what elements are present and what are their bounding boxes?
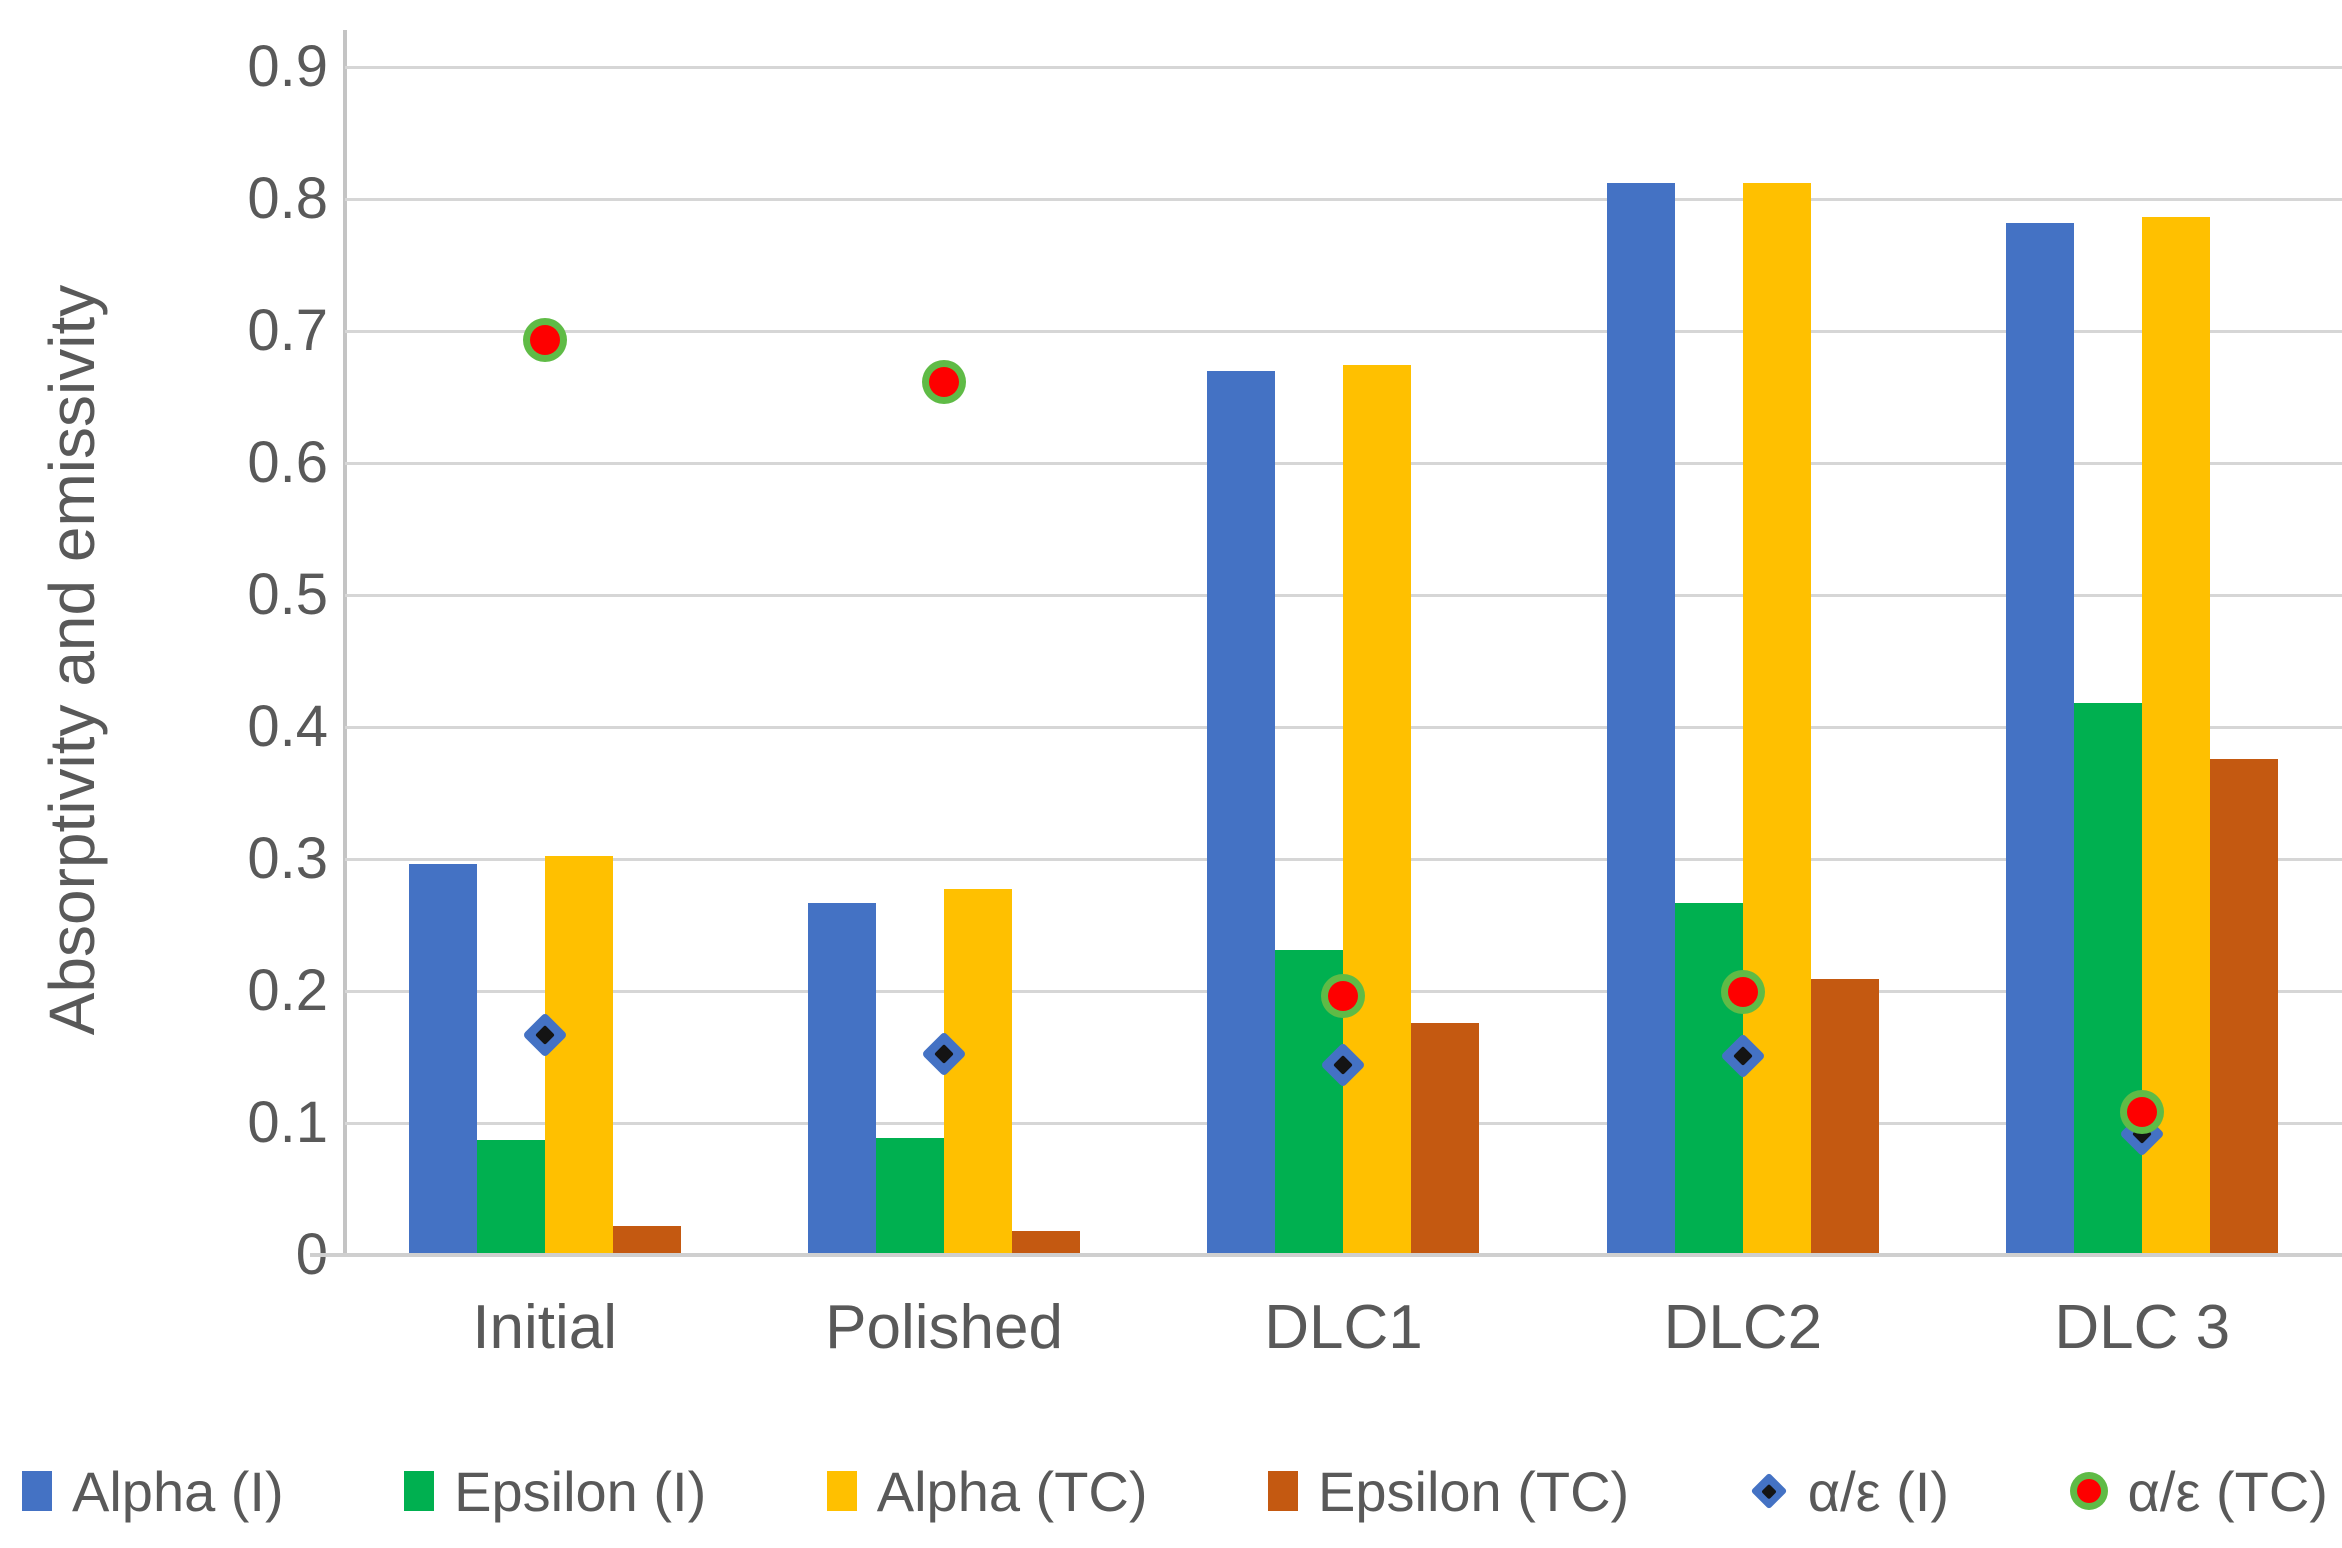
legend-square-swatch (826, 1471, 857, 1511)
legend-label: α/ε (TC) (2127, 1459, 2328, 1523)
y-tick-label: 0.9 (247, 34, 328, 99)
bar-epsilon-i- (876, 1137, 945, 1255)
alpha-eps-tc-marker (1720, 970, 1765, 1015)
x-category-label: DLC2 (1663, 1293, 1823, 1362)
x-category-label: Polished (825, 1293, 1063, 1362)
bar-group-dlc2 (1543, 30, 1942, 1255)
legend-item-epsilon-i-: Epsilon (I) (404, 1459, 706, 1524)
bar-group-dlc-3 (1943, 30, 2342, 1255)
legend-item-alpha-tc-: Alpha (TC) (826, 1459, 1148, 1524)
marker-core (2076, 1479, 2101, 1503)
y-tick-label: 0.7 (247, 298, 328, 363)
bar-epsilon-tc- (612, 1225, 681, 1255)
gridline (345, 197, 2342, 201)
bar-epsilon-tc- (2210, 758, 2279, 1255)
x-category-label: DLC 3 (2054, 1293, 2231, 1362)
legend-item-epsilon-tc-: Epsilon (TC) (1268, 1459, 1629, 1524)
legend-item-alpha-i-: Alpha (I) (22, 1459, 284, 1524)
legend-square-swatch (1268, 1471, 1299, 1511)
bar-group-polished (744, 30, 1143, 1255)
legend-label: Alpha (TC) (876, 1459, 1148, 1523)
y-tick-label: 0.8 (247, 166, 328, 231)
bar-alpha-i- (1606, 183, 1675, 1255)
y-axis-line (343, 30, 347, 1255)
bar-alpha-tc- (2142, 217, 2211, 1255)
alpha-eps-tc-marker (522, 318, 567, 363)
legend-item--i-: α/ε (I) (1750, 1459, 1949, 1524)
legend-label: Epsilon (I) (454, 1459, 707, 1523)
bar-epsilon-tc- (1810, 979, 1879, 1255)
y-tick-label: 0.1 (247, 1090, 328, 1155)
legend-item--tc-: α/ε (TC) (2069, 1459, 2328, 1524)
legend-circle-icon (2069, 1472, 2108, 1510)
y-axis-title: Absorptivity and emissivity (36, 284, 108, 1036)
alpha-eps-tc-marker (2120, 1090, 2165, 1135)
marker-core (534, 1024, 555, 1045)
x-category-label: Initial (472, 1293, 618, 1362)
x-axis-baseline (310, 1253, 2342, 1257)
bar-alpha-tc- (1343, 365, 1412, 1255)
marker-core (1760, 1483, 1777, 1499)
x-category-label: DLC1 (1264, 1293, 1423, 1362)
bar-alpha-tc- (944, 889, 1013, 1255)
y-tick-label: 0.3 (247, 826, 328, 891)
bar-epsilon-i- (1674, 902, 1743, 1255)
marker-core (1727, 977, 1758, 1008)
bar-group-initial (345, 30, 744, 1255)
bar-alpha-i- (2006, 222, 2075, 1255)
bar-epsilon-i- (2074, 703, 2143, 1255)
bar-epsilon-tc- (1411, 1022, 1480, 1255)
legend-diamond-icon (1750, 1472, 1788, 1510)
plot-area (345, 30, 2342, 1257)
gridline (345, 65, 2342, 69)
legend-square-swatch (22, 1471, 52, 1511)
bar-alpha-i- (408, 864, 477, 1255)
legend: Alpha (I) Epsilon (I) Alpha (TC) Epsilon (T… (22, 1448, 2328, 1534)
marker-core (929, 367, 960, 398)
bar-alpha-i- (1207, 370, 1276, 1255)
legend-label: Alpha (I) (72, 1459, 284, 1523)
y-tick-label: 0.2 (247, 958, 328, 1023)
y-tick-label: 0.6 (247, 430, 328, 495)
gridline (345, 329, 2342, 333)
bar-epsilon-tc- (1012, 1231, 1081, 1255)
bar-alpha-tc- (1742, 183, 1811, 1255)
alpha-eps-tc-marker (1321, 974, 1366, 1019)
bar-group-dlc1 (1144, 30, 1543, 1255)
legend-square-swatch (404, 1471, 435, 1511)
marker-core (529, 325, 560, 356)
bar-alpha-tc- (544, 856, 613, 1255)
y-tick-label: 0.4 (247, 694, 328, 759)
bar-epsilon-i- (476, 1140, 545, 1255)
legend-label: α/ε (I) (1807, 1459, 1950, 1523)
marker-core (1328, 981, 1359, 1012)
y-tick-label: 0.5 (247, 562, 328, 627)
alpha-eps-tc-marker (922, 360, 967, 405)
marker-core (934, 1044, 954, 1065)
marker-core (2127, 1097, 2158, 1128)
marker-core (1333, 1055, 1354, 1075)
legend-label: Epsilon (TC) (1318, 1459, 1630, 1523)
bar-alpha-i- (808, 902, 877, 1255)
marker-core (1732, 1045, 1753, 1066)
y-tick-label: 0 (295, 1222, 328, 1287)
